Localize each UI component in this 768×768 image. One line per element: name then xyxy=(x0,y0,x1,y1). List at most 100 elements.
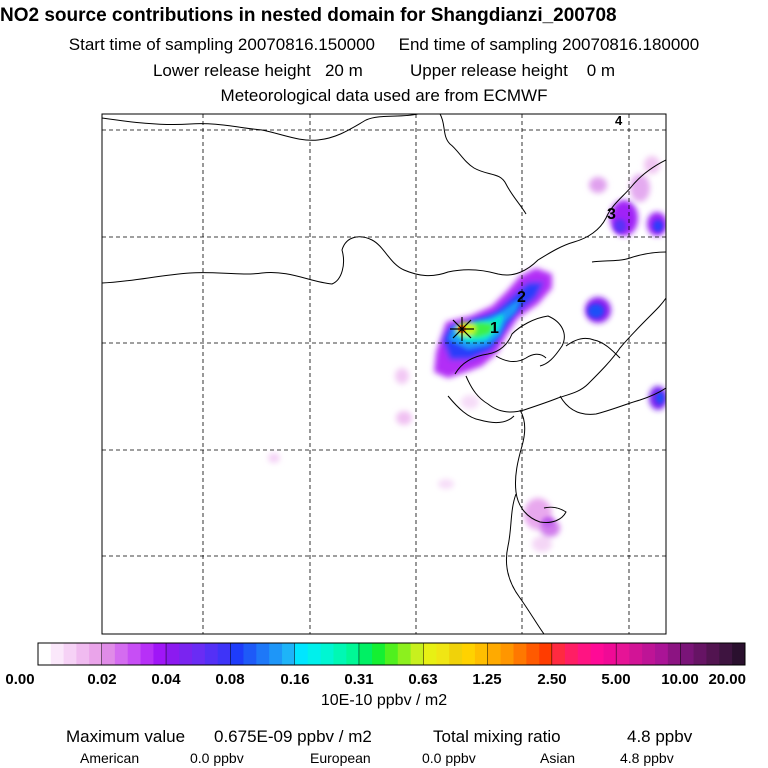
colorbar-swatch xyxy=(577,643,592,665)
colorbar-swatch xyxy=(204,643,219,665)
plot-title: NO2 source contributions in nested domai… xyxy=(0,5,617,26)
colorbar-swatch xyxy=(384,643,399,665)
colorbar-swatch xyxy=(359,643,373,665)
map-frame xyxy=(101,113,667,635)
colorbar-swatch xyxy=(616,643,630,665)
region-value: 0.0 ppbv xyxy=(190,750,244,766)
colorbar-tick: 0.31 xyxy=(344,671,374,688)
colorbar-swatch xyxy=(346,643,360,665)
colorbar-swatch xyxy=(693,643,707,665)
colorbar-swatch xyxy=(114,643,129,665)
region-value: 0.0 ppbv xyxy=(422,750,476,766)
region-name: European xyxy=(310,750,371,766)
colorbar-swatch xyxy=(436,643,450,665)
colorbar-swatch xyxy=(269,643,283,665)
colorbar-swatch xyxy=(127,643,142,665)
colorbar-tick: 0.63 xyxy=(408,671,438,688)
colorbar-swatch xyxy=(307,643,322,665)
region-name: American xyxy=(80,750,140,766)
colorbar-swatch xyxy=(474,643,489,665)
colorbar-swatch xyxy=(217,643,232,665)
start-label: Start time of sampling xyxy=(68,35,234,54)
upper-value: 0 m xyxy=(586,61,616,80)
colorbar-tick: 0.04 xyxy=(151,671,181,688)
colorbar-swatch xyxy=(192,643,206,665)
colorbar-tick: 5.00 xyxy=(601,671,631,688)
colorbar-swatch xyxy=(539,643,553,665)
colorbar-swatch xyxy=(642,643,656,665)
max-value: 0.675E-09 ppbv / m2 xyxy=(214,727,372,746)
total-value: 4.8 ppbv xyxy=(627,727,693,746)
total-label: Total mixing ratio xyxy=(433,727,561,746)
lower-value: 20 m xyxy=(324,61,363,80)
colorbar-tick: 20.00 xyxy=(708,671,746,688)
marker-2: 2 xyxy=(517,289,526,306)
end-label: End time of sampling xyxy=(398,35,558,54)
region-value: 4.8 ppbv xyxy=(620,750,674,766)
colorbar-swatch xyxy=(256,643,270,665)
colorbar-tick: 0.02 xyxy=(87,671,117,688)
colorbar-swatch xyxy=(449,643,463,665)
colorbar-swatch xyxy=(719,643,733,665)
colorbar-swatch xyxy=(63,643,77,665)
colorbar-swatch xyxy=(552,643,566,665)
upper-label: Upper release height xyxy=(409,61,568,80)
max-label: Maximum value xyxy=(66,727,186,746)
colorbar-swatch xyxy=(732,643,746,665)
colorbar-swatch xyxy=(140,643,154,665)
colorbar-swatch xyxy=(397,643,412,665)
colorbar-swatch xyxy=(487,643,502,665)
colorbar-swatch xyxy=(243,643,257,665)
colorbar-tick: 10.00 xyxy=(661,671,699,688)
marker-4: 4 xyxy=(615,113,623,128)
marker-1: 1 xyxy=(490,320,499,337)
colorbar-units: 10E-10 ppbv / m2 xyxy=(320,692,448,709)
colorbar-swatch xyxy=(372,643,386,665)
coastlines xyxy=(102,114,666,634)
colorbar-swatch xyxy=(526,643,540,665)
colorbar-swatch xyxy=(500,643,515,665)
colorbar-swatch xyxy=(706,643,720,665)
region-name: Asian xyxy=(540,750,576,766)
colorbar-tick: 0.00 xyxy=(5,671,35,688)
colorbar-tick: 2.50 xyxy=(537,671,567,688)
colorbar-tick: 0.16 xyxy=(280,671,310,688)
colorbar-frame xyxy=(37,642,746,666)
colorbar-swatch xyxy=(462,643,476,665)
colorbar-swatch xyxy=(179,643,193,665)
colorbar-swatch xyxy=(667,643,682,665)
start-value: 20070816.150000 xyxy=(237,35,376,54)
colorbar-swatch xyxy=(89,643,103,665)
colorbar-swatch xyxy=(590,643,605,665)
colorbar-swatch xyxy=(513,643,527,665)
met-data-line: Meteorological data used are from ECMWF xyxy=(220,86,548,105)
colorbar-swatch xyxy=(50,643,65,665)
release-site-star-icon xyxy=(450,317,474,341)
marker-3: 3 xyxy=(607,206,616,223)
colorbar-swatch xyxy=(423,643,437,665)
colorbar-swatch xyxy=(76,643,90,665)
lower-label: Lower release height xyxy=(152,61,311,80)
colorbar-swatch xyxy=(333,643,347,665)
colorbar-swatch xyxy=(629,643,643,665)
colorbar-swatch xyxy=(680,643,695,665)
colorbar-swatch xyxy=(294,643,309,665)
graticule xyxy=(102,114,666,634)
colorbar-swatch xyxy=(603,643,617,665)
end-value: 20070816.180000 xyxy=(562,35,700,54)
colorbar-tick: 0.08 xyxy=(215,671,245,688)
colorbar-swatch xyxy=(410,643,424,665)
colorbar-swatch xyxy=(654,643,669,665)
colorbar-swatch xyxy=(166,643,180,665)
colorbar-swatch xyxy=(153,643,167,665)
colorbar xyxy=(37,642,746,666)
colorbar-swatch xyxy=(564,643,579,665)
colorbar-swatch xyxy=(230,643,244,665)
sampling-times: Start time of sampling 20070816.150000 E… xyxy=(0,35,768,55)
colorbar-swatch xyxy=(102,643,116,665)
release-heights: Lower release height 20 m Upper release … xyxy=(0,61,768,81)
colorbar-tick: 1.25 xyxy=(472,671,502,688)
colorbar-swatch xyxy=(282,643,296,665)
colorbar-swatch xyxy=(38,643,52,665)
